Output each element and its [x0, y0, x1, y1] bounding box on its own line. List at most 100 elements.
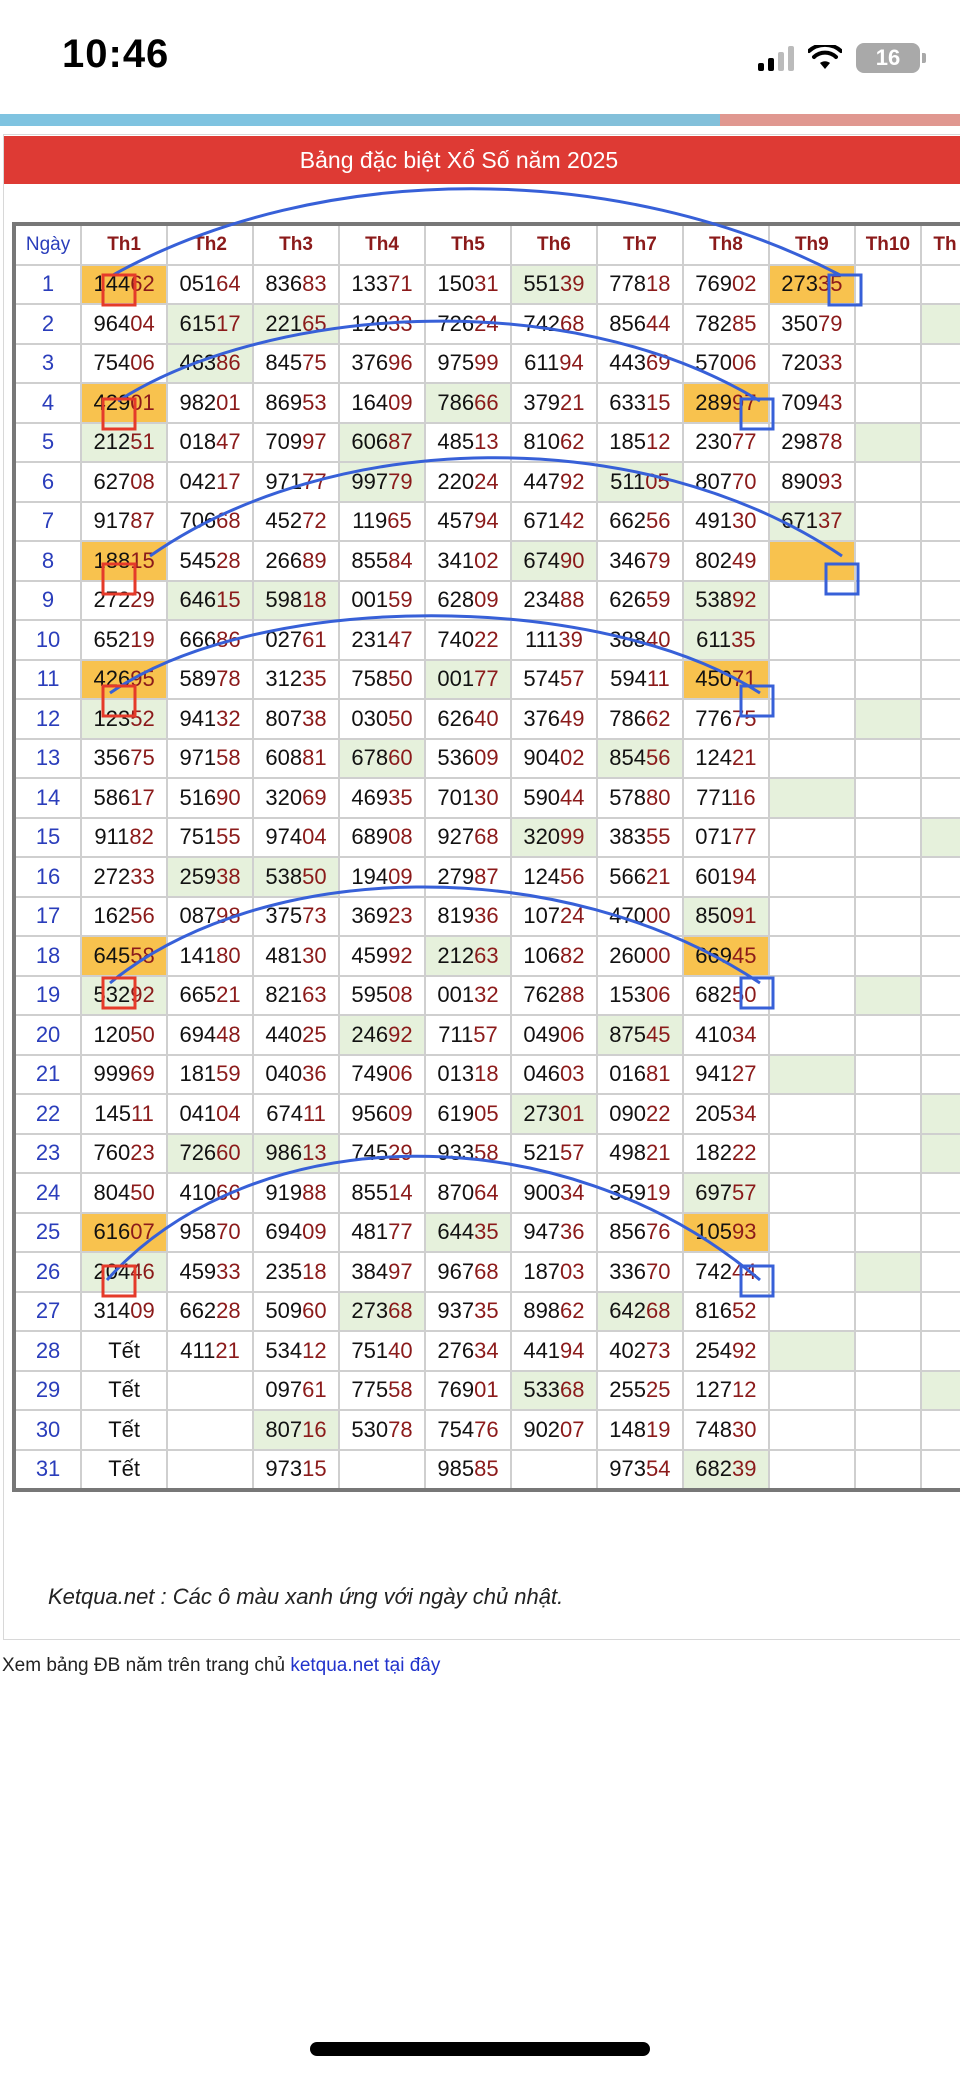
result-prefix: 662: [179, 1298, 217, 1324]
result-cell: [919, 342, 960, 384]
home-page-link[interactable]: ketqua.net tại đây: [290, 1655, 441, 1676]
result-cell: 99969: [80, 1053, 169, 1095]
result-prefix: 027: [265, 626, 303, 652]
result-prefix: 974: [265, 824, 303, 850]
result-prefix: 187: [523, 1258, 561, 1284]
result-prefix: 376: [351, 350, 389, 376]
result-cell: [853, 1330, 922, 1372]
result-prefix: 298: [781, 429, 818, 455]
result-prefix: 776: [695, 705, 732, 731]
home-indicator[interactable]: [310, 2042, 650, 2056]
result-last-two: 02: [560, 745, 585, 771]
result-prefix: 194: [351, 863, 389, 889]
result-last-two: 05: [645, 468, 670, 494]
result-last-two: 40: [646, 626, 671, 652]
result-cell: 62659: [595, 579, 684, 621]
result-cell: 42695: [80, 658, 169, 700]
result-prefix: 447: [523, 468, 561, 494]
result-cell: [919, 777, 960, 819]
result-prefix: 402: [609, 1337, 647, 1363]
result-cell: 72624: [423, 303, 512, 345]
result-last-two: 80: [646, 784, 671, 810]
result-last-two: 77: [731, 429, 757, 455]
result-cell: [919, 619, 960, 661]
result-cell: 35675: [80, 737, 169, 779]
result-cell: 98585: [423, 1448, 512, 1491]
result-last-two: 08: [130, 468, 155, 494]
result-last-two: 66: [474, 389, 499, 415]
result-last-two: 75: [731, 705, 757, 731]
result-cell: 81062: [509, 421, 598, 463]
result-last-two: 78: [388, 1416, 413, 1442]
result-last-two: 47: [216, 429, 241, 455]
result-prefix: 666: [179, 626, 217, 652]
result-prefix: 459: [351, 942, 389, 968]
result-last-two: 85: [474, 1456, 499, 1482]
result-prefix: 516: [179, 784, 217, 810]
table-row: 8 18815 54528 26689 85584 34102 67490 34679 8024…: [12, 540, 960, 582]
result-cell: 93358: [423, 1132, 512, 1174]
result-cell: 68239: [681, 1448, 770, 1491]
result-cell: 00177: [423, 658, 512, 700]
result-cell: 61607: [80, 1211, 169, 1253]
result-cell: [853, 1409, 922, 1451]
result-prefix: 188: [93, 547, 131, 573]
result-prefix: 821: [265, 982, 303, 1008]
result-prefix: 611: [696, 626, 732, 652]
result-cell: 09761: [252, 1369, 341, 1411]
result-prefix: 485: [437, 429, 475, 455]
result-last-two: 39: [560, 271, 585, 297]
result-last-two: 30: [731, 1416, 757, 1442]
result-prefix: 726: [179, 1140, 217, 1166]
result-last-two: 34: [731, 1100, 757, 1126]
result-cell: 97177: [252, 461, 341, 503]
result-last-two: 44: [731, 1258, 757, 1284]
result-cell: [767, 579, 856, 621]
result-last-two: 11: [646, 666, 670, 692]
result-last-two: 21: [215, 1337, 240, 1363]
result-prefix: 042: [179, 468, 217, 494]
result-cell: 62809: [423, 579, 512, 621]
result-last-two: 58: [474, 1140, 499, 1166]
result-prefix: 606: [351, 429, 389, 455]
result-last-two: 79: [646, 547, 671, 573]
result-cell: [767, 895, 856, 937]
result-cell: 94736: [509, 1211, 598, 1253]
result-cell: 20446: [80, 1251, 169, 1293]
result-last-two: 32: [216, 705, 241, 731]
result-prefix: 626: [609, 587, 647, 613]
result-cell: 53292: [80, 974, 169, 1016]
result-last-two: 27: [731, 1061, 757, 1087]
result-prefix: 376: [523, 705, 561, 731]
result-last-two: 70: [216, 1219, 241, 1245]
result-cell: 74906: [338, 1053, 426, 1095]
browser-progress-line: [0, 114, 960, 126]
result-last-two: 63: [474, 942, 499, 968]
result-last-two: 34: [474, 1337, 499, 1363]
result-cell: 23147: [338, 619, 426, 661]
result-cell: [767, 856, 856, 898]
result-cell: 04217: [166, 461, 255, 503]
result-cell: [919, 698, 960, 740]
result-last-two: 77: [302, 468, 327, 494]
result-last-two: 35: [474, 1219, 499, 1245]
result-last-two: 76: [474, 1416, 499, 1442]
result-last-two: 69: [646, 350, 671, 376]
result-cell: 67411: [252, 1093, 341, 1135]
result-cell: 23488: [509, 579, 598, 621]
result-last-two: 94: [560, 1337, 585, 1363]
result-prefix: 933: [437, 1140, 475, 1166]
result-cell: 85456: [595, 737, 684, 779]
result-cell: [853, 421, 922, 463]
result-cell: 11965: [338, 500, 426, 542]
result-last-two: 22: [474, 626, 499, 652]
result-prefix: 594: [610, 666, 647, 692]
result-prefix: 212: [437, 942, 475, 968]
result-prefix: 470: [609, 903, 647, 929]
result-last-two: 79: [817, 310, 843, 336]
result-last-two: 79: [388, 468, 413, 494]
result-last-two: 02: [474, 547, 499, 573]
result-cell: 75155: [166, 816, 255, 858]
result-cell: [919, 1132, 960, 1174]
result-cell: 31409: [80, 1290, 169, 1332]
